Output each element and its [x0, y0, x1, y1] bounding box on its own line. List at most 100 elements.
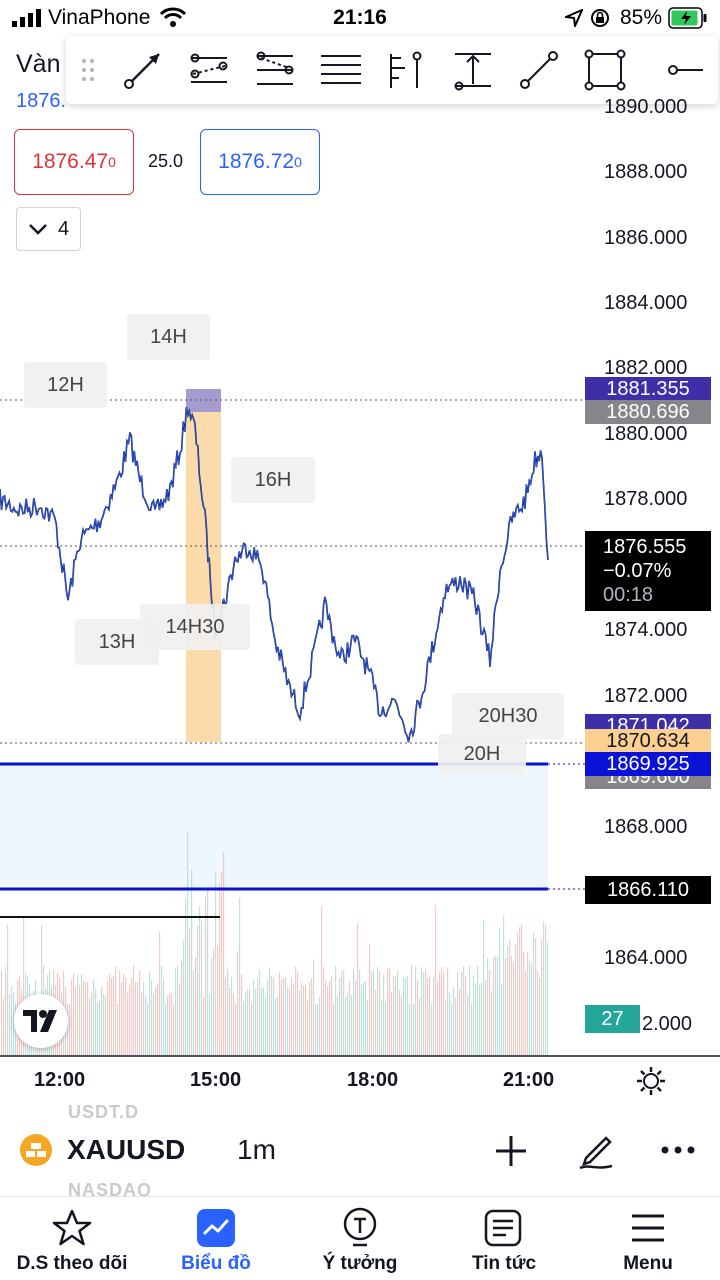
symbol-title[interactable]: Vàn [16, 50, 61, 78]
horizontal-ray-icon[interactable] [374, 36, 440, 104]
volume-bar [267, 980, 269, 1055]
volume-bar [373, 970, 375, 1055]
session-label-12h[interactable]: 12H [24, 362, 107, 408]
volume-bar [211, 957, 213, 1055]
volume-bar [525, 970, 527, 1055]
nav-ideas[interactable]: Ý tưởng [288, 1197, 432, 1280]
volume-bar [381, 1000, 383, 1055]
volume-bar [5, 966, 7, 1055]
volume-bar [469, 965, 471, 1055]
chart-nav-icon [197, 1209, 235, 1247]
high2-price-tag[interactable]: 1880.696 [585, 400, 711, 424]
volume-bar [155, 987, 157, 1055]
indicators-collapse-button[interactable]: 4 [16, 207, 81, 251]
chart-settings-gear-icon[interactable] [636, 1066, 666, 1096]
volume-bar [81, 974, 83, 1055]
volume-bar [493, 956, 495, 1055]
trend-line-icon[interactable] [110, 36, 176, 104]
session-label-20h30[interactable]: 20H30 [452, 693, 564, 739]
indicators-count: 4 [57, 217, 70, 240]
session-highlight[interactable] [186, 400, 221, 742]
volume-bar [165, 1003, 167, 1055]
more-dots-icon[interactable] [660, 1144, 696, 1156]
tradingview-logo[interactable] [14, 994, 68, 1048]
nav-chart-label: Biểu đồ [181, 1253, 251, 1274]
volume-bar [371, 971, 373, 1055]
sell-price-sup: 0 [108, 154, 116, 170]
parallel-lines-icon[interactable] [308, 36, 374, 104]
low-hidden-tag[interactable]: 1871.042 [585, 714, 711, 730]
volume-bar [207, 890, 209, 1055]
lower-line-tag[interactable]: 1866.110 [585, 876, 711, 904]
y-tick: 1882.000 [604, 357, 688, 379]
volume-bar [279, 972, 281, 1055]
volume-bar [321, 906, 323, 1055]
fib-channel-icon[interactable] [242, 36, 308, 104]
volume-bar [401, 996, 403, 1055]
volume-bar [415, 966, 417, 1055]
volume-bar [437, 981, 439, 1055]
volume-bar [463, 965, 465, 1055]
volume-bar [217, 945, 219, 1055]
orange-price-tag[interactable]: 1870.634 [585, 729, 711, 753]
volume-bar [111, 977, 113, 1055]
range-zone[interactable] [0, 764, 548, 889]
session-label-20h[interactable]: 20H [438, 734, 526, 774]
pitchfork-icon[interactable] [176, 36, 242, 104]
sell-price-button[interactable]: 1876.47 0 [14, 129, 134, 195]
volume-bar [233, 993, 235, 1055]
interval-button[interactable]: 1m [237, 1134, 276, 1165]
volume-bar [199, 906, 201, 1055]
status-bar: VinaPhone 21:16 85% [0, 0, 720, 36]
volume-bar [69, 1004, 71, 1055]
volume-bar [305, 985, 307, 1055]
volume-bar [335, 965, 337, 1055]
volume-bar [297, 971, 299, 1055]
volume-bar [343, 970, 345, 1055]
add-plus-icon[interactable] [494, 1134, 528, 1168]
volume-bar [315, 1003, 317, 1055]
volume-bar [107, 980, 109, 1055]
horizontal-line-icon[interactable] [652, 36, 718, 104]
location-icon [565, 9, 583, 27]
rectangle-icon[interactable] [572, 36, 638, 104]
volume-bar [7, 924, 9, 1055]
grip-icon[interactable] [66, 36, 110, 104]
volume-bar [455, 997, 457, 1055]
session-label-14h[interactable]: 14H [127, 314, 210, 360]
volume-bar [361, 984, 363, 1055]
nav-watchlist[interactable]: D.S theo dõi [0, 1197, 144, 1280]
volume-bar [475, 983, 477, 1055]
price-range-icon[interactable] [440, 36, 506, 104]
volume-bar [519, 927, 521, 1055]
blue-price-tag[interactable]: 1869.925 [585, 752, 711, 776]
volume-bar [239, 897, 241, 1055]
volume-bar [109, 973, 111, 1055]
nav-chart[interactable]: Biểu đồ [144, 1197, 288, 1280]
volume-bar [453, 986, 455, 1055]
nav-news[interactable]: Tin tức [432, 1197, 576, 1280]
volume-bar [73, 972, 75, 1055]
volume-bar [223, 852, 225, 1055]
last-price-tag[interactable]: 1876.555 −0.07% 00:18 [585, 531, 711, 611]
session-label-14h30[interactable]: 14H30 [140, 604, 250, 650]
volume-bar [323, 967, 325, 1055]
volume-bar [515, 943, 517, 1055]
buy-price-button[interactable]: 1876.72 0 [200, 129, 320, 195]
nav-menu[interactable]: Menu [576, 1197, 720, 1280]
volume-bar [275, 998, 277, 1055]
volume-bar [191, 869, 193, 1055]
bottom-navigation: D.S theo dõi Biểu đồ Ý tưởng Tin tức Men… [0, 1196, 720, 1280]
volume-bar [363, 981, 365, 1055]
volume-bar [341, 971, 343, 1055]
x-tick: 21:00 [503, 1069, 555, 1091]
high-price-tag[interactable]: 1881.355 [585, 377, 711, 401]
session-label-16h[interactable]: 16H [231, 457, 315, 503]
symbol-name[interactable]: XAUUSD [67, 1134, 186, 1165]
draw-pencil-icon[interactable] [576, 1130, 616, 1170]
segment-icon[interactable] [506, 36, 572, 104]
chevron-down-icon [29, 224, 47, 235]
volume-bar [147, 1003, 149, 1055]
volume-bar [193, 970, 195, 1055]
volume-bar [77, 974, 79, 1055]
